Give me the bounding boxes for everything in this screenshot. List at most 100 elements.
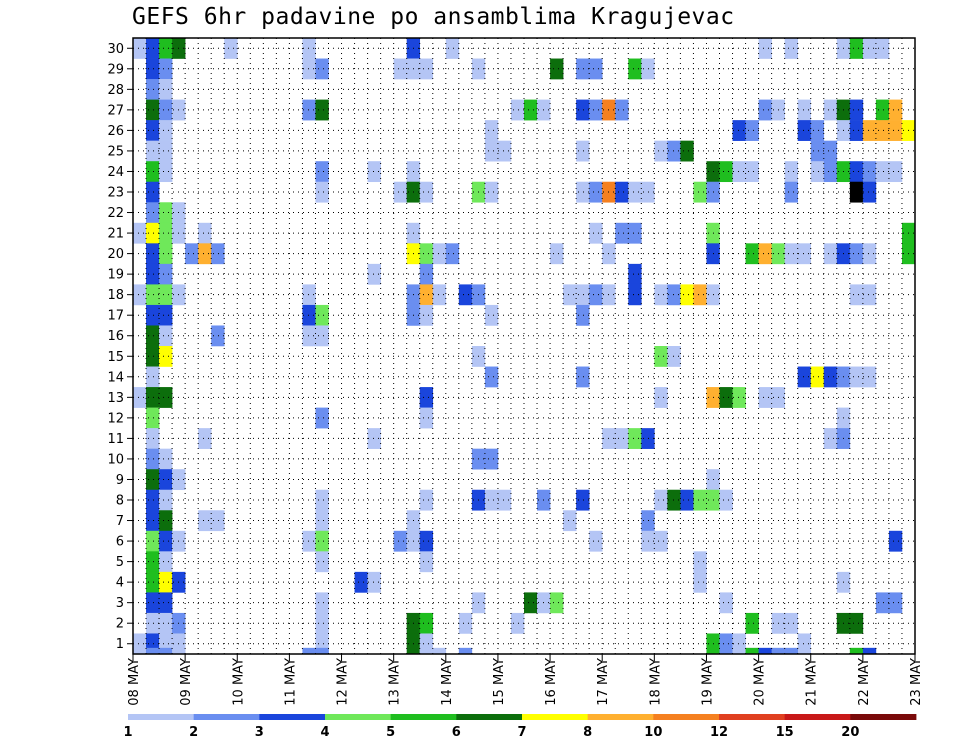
heatmap-cell: [159, 304, 173, 326]
heatmap-cell: [888, 592, 903, 614]
heatmap-cell: [628, 181, 642, 203]
heatmap-cell: [875, 120, 890, 141]
heatmap-cell: [445, 38, 460, 59]
heatmap-cell: [680, 284, 694, 306]
heatmap-cell: [393, 58, 407, 80]
heatmap-cell: [146, 304, 160, 326]
heatmap-cell: [458, 284, 473, 306]
heatmap-cell: [315, 592, 329, 614]
heatmap-cell: [159, 448, 173, 470]
y-tick-label: 17: [107, 309, 124, 324]
heatmap-cell: [146, 243, 160, 265]
heatmap-cell: [680, 140, 694, 162]
heatmap-cell: [654, 346, 668, 367]
heatmap-cell: [146, 489, 160, 511]
colorbar-segment: [587, 714, 654, 720]
heatmap-cell: [146, 161, 160, 183]
heatmap-cell: [510, 99, 525, 121]
heatmap-cell: [784, 647, 798, 655]
heatmap-cell: [784, 612, 798, 634]
y-tick-label: 9: [116, 473, 124, 488]
heatmap-cell: [849, 612, 864, 634]
heatmap-cell: [419, 551, 434, 573]
heatmap-cell: [784, 161, 798, 183]
heatmap-cell: [159, 612, 173, 634]
heatmap-cell: [159, 510, 173, 532]
colorbar-label: 2: [189, 725, 198, 740]
heatmap-cell: [654, 489, 668, 511]
colorbar-label: 20: [841, 725, 859, 740]
heatmap-cell: [576, 58, 590, 80]
heatmap-cell: [419, 284, 434, 306]
heatmap-cell: [315, 612, 329, 634]
heatmap-cell: [628, 284, 642, 306]
x-tick-label: 10 MAY: [231, 658, 246, 706]
heatmap-cell: [393, 530, 407, 552]
heatmap-cell: [367, 263, 381, 285]
heatmap-cell: [758, 387, 772, 408]
heatmap-cell: [888, 120, 903, 141]
heatmap-cell: [159, 120, 173, 141]
heatmap-cell: [589, 99, 603, 121]
heatmap-cell: [745, 161, 759, 183]
colorbar-segment: [259, 714, 326, 720]
grid-lines: [133, 38, 915, 654]
heatmap-cell: [146, 366, 160, 388]
heatmap-cell: [862, 284, 877, 306]
heatmap-cell: [146, 530, 160, 552]
heatmap-cell: [302, 325, 316, 347]
y-tick-label: 13: [107, 391, 124, 406]
heatmap-cell: [758, 38, 772, 59]
heatmap-cell: [823, 428, 838, 449]
y-tick-label: 30: [107, 42, 124, 57]
colorbar-label: 1: [123, 725, 132, 740]
heatmap-cell: [576, 284, 590, 306]
y-tick-label: 18: [107, 288, 124, 303]
heatmap-cell: [849, 647, 864, 655]
heatmap-cell: [432, 647, 447, 655]
heatmap-cell: [628, 58, 642, 80]
heatmap-cell: [576, 99, 590, 121]
heatmap-cell: [315, 99, 329, 121]
heatmap-cell: [159, 243, 173, 265]
heatmap-cell: [315, 325, 329, 347]
heatmap-cell: [784, 38, 798, 59]
chart-title: GEFS 6hr padavine po ansamblima Kragujev…: [132, 4, 735, 30]
x-tick-label: 09 MAY: [179, 658, 194, 706]
heatmap-cell: [654, 140, 668, 162]
heatmap-cell: [563, 284, 577, 306]
heatmap-cell: [133, 284, 147, 306]
heatmap-cell: [302, 284, 316, 306]
heatmap-cell: [354, 571, 368, 593]
heatmap-cell: [550, 243, 564, 265]
x-axis: 08 MAY 09 MAY 10 MAY 11 MAY 12 MAY 13 MAY 14 M…: [127, 654, 924, 706]
heatmap-cell: [719, 489, 733, 511]
heatmap-cell: [615, 428, 629, 449]
colorbar-label: 12: [710, 725, 728, 740]
heatmap-cell: [862, 120, 877, 141]
y-tick-label: 10: [107, 452, 124, 467]
heatmap-cell: [615, 222, 629, 244]
heatmap-cell: [576, 489, 590, 511]
x-tick-label: 11 MAY: [283, 658, 298, 706]
colorbar-segment: [653, 714, 720, 720]
heatmap-cell: [615, 99, 629, 121]
heatmap-cell: [484, 181, 499, 203]
heatmap-cell: [654, 387, 668, 408]
heatmap-cell: [159, 489, 173, 511]
colorbar-segment: [784, 714, 851, 720]
heatmap-cell: [654, 530, 668, 552]
heatmap-cell: [628, 222, 642, 244]
heatmap-cell: [667, 489, 681, 511]
heatmap-cell: [432, 243, 447, 265]
heatmap-cell: [888, 99, 903, 121]
heatmap-cell: [146, 428, 160, 449]
colorbar-label: 15: [776, 725, 794, 740]
heatmap-cell: [589, 530, 603, 552]
heatmap-cell: [693, 551, 707, 573]
heatmap-cell: [198, 510, 212, 532]
colorbar-label: 3: [255, 725, 264, 740]
heatmap-cell: [302, 530, 316, 552]
heatmap-cell: [367, 428, 381, 449]
heatmap-cell: [497, 140, 512, 162]
